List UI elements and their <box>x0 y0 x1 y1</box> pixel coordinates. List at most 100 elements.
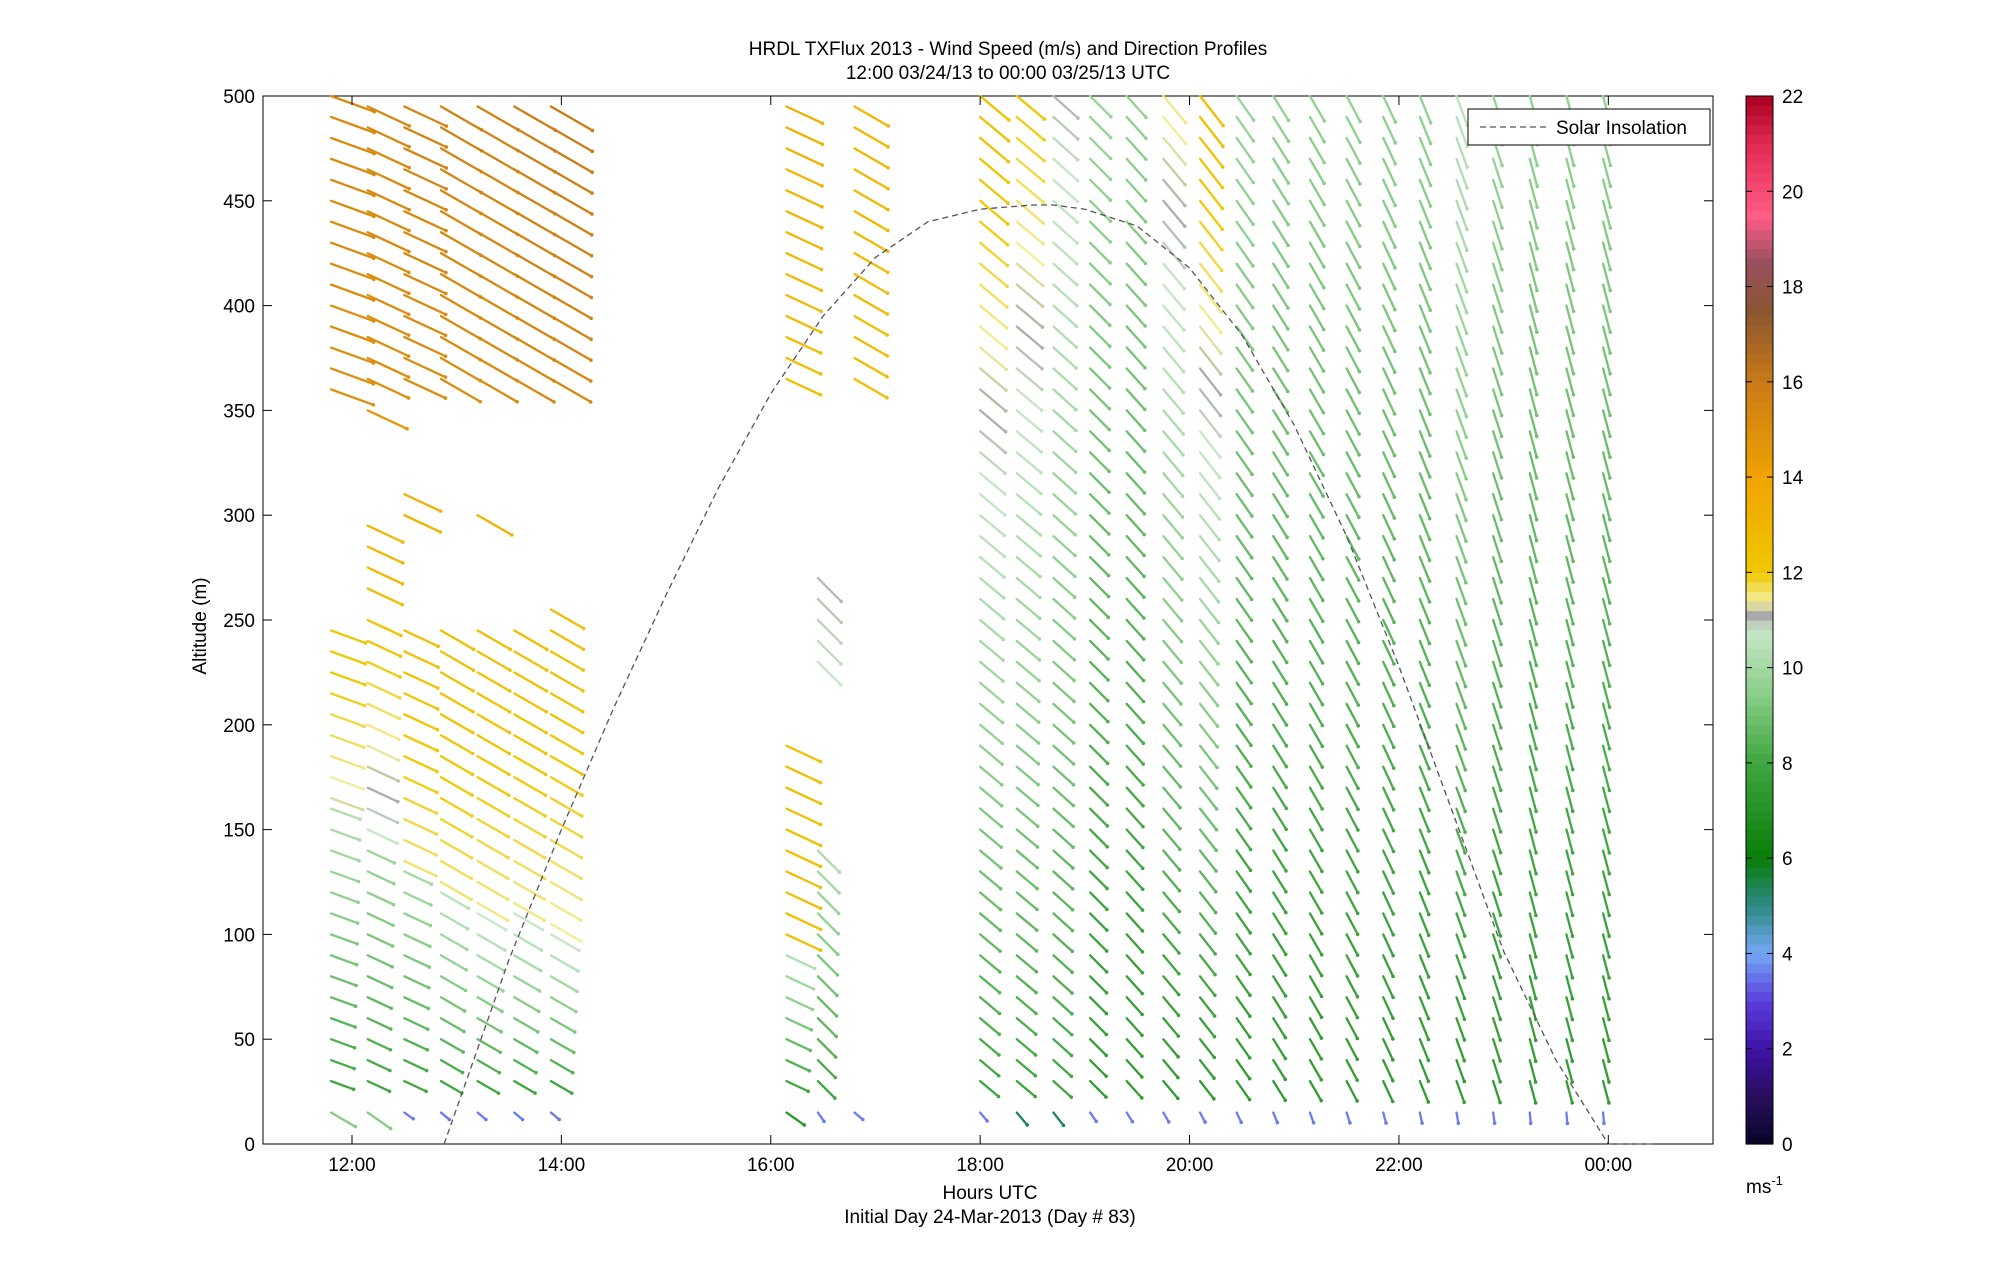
wind-vector-head <box>1220 185 1225 190</box>
wind-vector-shaft <box>1528 681 1538 709</box>
wind-vector <box>329 734 366 750</box>
wind-vector-head <box>1248 931 1253 935</box>
wind-vector-head <box>1355 974 1360 978</box>
wind-vector <box>1455 618 1468 647</box>
wind-vector-head <box>1140 1054 1144 1058</box>
wind-vector <box>329 891 360 905</box>
wind-vector-head <box>1499 330 1504 334</box>
wind-vector-shaft <box>978 723 1004 745</box>
wind-vector <box>1272 136 1291 164</box>
wind-vector-head <box>1571 621 1575 626</box>
wind-vector-shaft <box>1345 136 1362 165</box>
wind-vector-shaft <box>1601 681 1611 709</box>
wind-vector <box>1601 241 1613 272</box>
wind-vector-head <box>1107 511 1111 515</box>
wind-vector-shaft <box>785 849 822 868</box>
wind-vector <box>1418 681 1432 708</box>
wind-vector-shaft <box>1015 1059 1037 1077</box>
wind-vector <box>1345 933 1360 957</box>
wind-vector-shaft <box>329 912 359 925</box>
wind-vector-shaft <box>1418 430 1431 458</box>
wind-vector <box>1565 367 1576 397</box>
wind-vector-head <box>885 228 890 233</box>
wind-vector-shaft <box>1345 975 1359 998</box>
wind-vector-shaft <box>1491 849 1502 875</box>
wind-vector-head <box>1074 366 1079 370</box>
wind-vector <box>1565 912 1575 939</box>
wind-vector-shaft <box>1235 1059 1251 1080</box>
wind-vector-shaft <box>1088 241 1112 264</box>
wind-vector <box>1382 535 1396 562</box>
wind-vector-head <box>428 923 433 928</box>
wind-vector-head <box>539 948 544 952</box>
wind-vector-shaft <box>1052 409 1077 432</box>
wind-vector-head <box>860 1117 865 1122</box>
wind-vector-shaft <box>1088 451 1111 473</box>
wind-vector-head <box>1073 512 1078 516</box>
wind-vector-head <box>1284 869 1288 873</box>
wind-vector-head <box>538 968 543 973</box>
wind-vector-head <box>1321 536 1325 540</box>
wind-vector-shaft <box>1601 702 1611 730</box>
wind-vector-head <box>1285 389 1290 394</box>
wind-vector <box>1052 367 1078 391</box>
wind-vector-head <box>818 927 823 932</box>
wind-vector-head <box>1108 219 1113 223</box>
wind-vector-shaft <box>853 126 890 149</box>
colorbar-segment <box>1746 743 1773 754</box>
wind-vector-head <box>542 876 547 881</box>
wind-vector-head <box>886 186 890 191</box>
wind-vector-head <box>1393 328 1397 333</box>
wind-vector-head <box>1105 844 1110 849</box>
wind-vector-shaft <box>1235 241 1255 268</box>
wind-vector <box>549 126 595 154</box>
wind-vector <box>1382 681 1396 708</box>
wind-vector-head <box>1000 783 1004 787</box>
wind-vector <box>978 912 1003 933</box>
colorbar-segment <box>1746 458 1773 469</box>
wind-vector <box>1272 702 1289 727</box>
wind-vector-head <box>1570 976 1575 980</box>
wind-vector-head <box>1426 1100 1431 1104</box>
wind-vector-shaft <box>403 210 448 232</box>
wind-vector-head <box>501 989 505 993</box>
wind-vector-head <box>1499 392 1504 397</box>
wind-vector-head <box>1608 309 1613 314</box>
wind-vector-shaft <box>1308 975 1323 998</box>
wind-vector-head <box>508 689 512 693</box>
wind-vector-head <box>1212 1097 1216 1101</box>
wind-vector-shaft <box>1565 220 1575 250</box>
wind-vector-shaft <box>978 933 1002 953</box>
wind-vector <box>978 1017 1001 1037</box>
wind-vector-shaft <box>1272 849 1288 873</box>
wind-vector <box>439 755 475 777</box>
wind-vector-shaft <box>1052 870 1074 891</box>
wind-vector-head <box>443 354 448 359</box>
wind-vector-head <box>1392 495 1397 499</box>
wind-vector-shaft <box>1088 996 1108 1015</box>
wind-vector <box>366 849 397 865</box>
wind-vector <box>1345 94 1362 124</box>
wind-vector <box>1308 304 1326 332</box>
wind-vector-shaft <box>1418 325 1432 354</box>
wind-vector-shaft <box>1528 514 1538 542</box>
wind-vector-shaft <box>1125 388 1146 411</box>
wind-vector-head <box>1141 699 1146 704</box>
wind-vector-shaft <box>1382 304 1396 332</box>
wind-vector-head <box>1041 242 1045 246</box>
wind-vector-head <box>811 987 816 991</box>
colorbar-segment <box>1746 1077 1773 1088</box>
wind-vector-head <box>407 144 412 149</box>
wind-vector <box>1601 1017 1611 1043</box>
wind-vector-shaft <box>1455 786 1467 813</box>
wind-vector <box>403 776 439 795</box>
wind-vector-head <box>1427 766 1431 771</box>
wind-vector-shaft <box>1272 996 1287 1018</box>
wind-vector-shaft <box>1528 597 1538 625</box>
wind-vector <box>1345 954 1360 978</box>
wind-vector-head <box>1319 1015 1324 1020</box>
wind-vector-head <box>444 145 449 149</box>
wind-vector-head <box>1608 205 1613 209</box>
wind-vector-head <box>1570 1101 1575 1105</box>
wind-vector <box>1052 954 1074 974</box>
